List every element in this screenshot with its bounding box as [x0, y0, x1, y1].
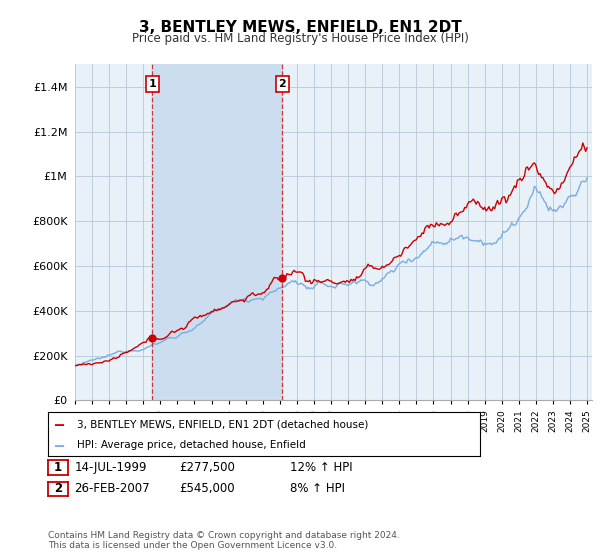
- Text: £277,500: £277,500: [179, 461, 235, 474]
- Text: 3, BENTLEY MEWS, ENFIELD, EN1 2DT: 3, BENTLEY MEWS, ENFIELD, EN1 2DT: [139, 20, 461, 35]
- Bar: [152, 64, 283, 400]
- Text: 3, BENTLEY MEWS, ENFIELD, EN1 2DT (detached house): 3, BENTLEY MEWS, ENFIELD, EN1 2DT (detac…: [77, 419, 368, 429]
- Text: £545,000: £545,000: [179, 482, 235, 496]
- Text: Contains HM Land Registry data © Crown copyright and database right 2024.
This d: Contains HM Land Registry data © Crown c…: [48, 531, 400, 550]
- Text: HPI: Average price, detached house, Enfield: HPI: Average price, detached house, Enfi…: [77, 440, 305, 450]
- Text: 1: 1: [54, 461, 62, 474]
- Text: —: —: [55, 438, 64, 452]
- Text: 1: 1: [149, 79, 157, 89]
- Text: 2: 2: [54, 482, 62, 496]
- Text: 2: 2: [278, 79, 286, 89]
- Text: 26-FEB-2007: 26-FEB-2007: [74, 482, 150, 496]
- Text: 12% ↑ HPI: 12% ↑ HPI: [290, 461, 353, 474]
- Text: 8% ↑ HPI: 8% ↑ HPI: [290, 482, 346, 496]
- Text: 14-JUL-1999: 14-JUL-1999: [74, 461, 147, 474]
- Text: Price paid vs. HM Land Registry's House Price Index (HPI): Price paid vs. HM Land Registry's House …: [131, 32, 469, 45]
- Text: —: —: [55, 417, 64, 432]
